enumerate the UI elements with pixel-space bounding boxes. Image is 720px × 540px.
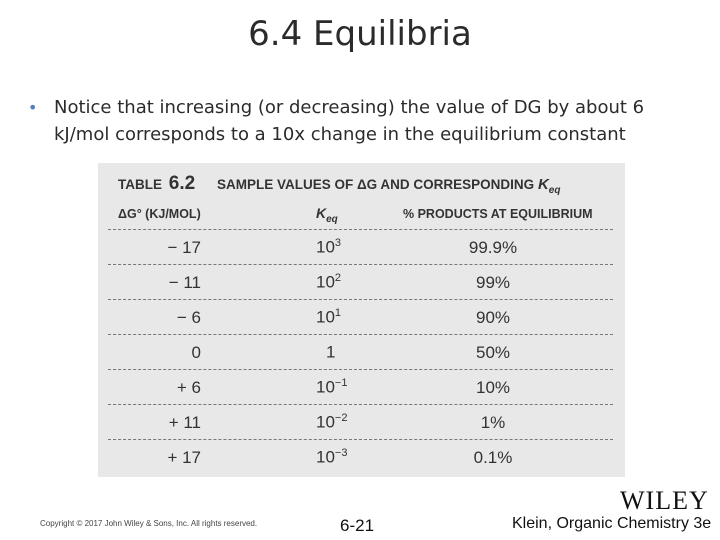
cell-delta-g: + 17 bbox=[167, 448, 201, 467]
header-keq: Keq bbox=[316, 205, 338, 225]
cell-percent: 50% bbox=[475, 343, 511, 362]
table-row: 0 1 50% bbox=[108, 334, 613, 369]
cell-percent: 99% bbox=[475, 273, 511, 292]
footer-copyright: Copyright © 2017 John Wiley & Sons, Inc.… bbox=[40, 519, 258, 528]
table-row: + 11 10−2 1% bbox=[108, 404, 613, 439]
cell-delta-g: + 11 bbox=[168, 413, 201, 432]
cell-delta-g: − 17 bbox=[167, 238, 201, 257]
cell-delta-g: − 6 bbox=[176, 308, 201, 327]
header-percent-products: % PRODUCTS AT EQUILIBRIUM bbox=[403, 207, 593, 221]
table-row: + 17 10−3 0.1% bbox=[108, 439, 613, 474]
cell-keq: 1 bbox=[326, 342, 336, 362]
table-number: 6.2 bbox=[168, 173, 196, 194]
table-caption: TABLE 6.2 SAMPLE VALUES OF ΔG AND CORRES… bbox=[118, 173, 560, 196]
header-delta-g: ΔG° (KJ/MOL) bbox=[118, 207, 201, 221]
wiley-logo: WILEY bbox=[620, 486, 709, 515]
cell-percent: 10% bbox=[475, 378, 511, 397]
footer-page-number: 6-21 bbox=[340, 516, 375, 535]
table-caption-k: Keq bbox=[537, 176, 561, 196]
data-table: TABLE 6.2 SAMPLE VALUES OF ΔG AND CORRES… bbox=[98, 163, 625, 477]
cell-delta-g: + 6 bbox=[176, 378, 201, 397]
cell-percent: 1% bbox=[480, 413, 506, 432]
cell-percent: 0.1% bbox=[473, 448, 513, 467]
cell-keq: 10−1 bbox=[316, 377, 348, 397]
cell-percent: 90% bbox=[475, 308, 511, 327]
cell-keq: 102 bbox=[316, 272, 342, 292]
cell-keq: 10−2 bbox=[316, 412, 348, 432]
bullet-text: Notice that increasing (or decreasing) t… bbox=[54, 97, 645, 145]
table-label: TABLE bbox=[118, 177, 162, 192]
cell-keq: 101 bbox=[316, 307, 342, 327]
cell-delta-g: 0 bbox=[191, 343, 201, 362]
table-row: − 6 101 90% bbox=[108, 299, 613, 334]
table-row: + 6 10−1 10% bbox=[108, 369, 613, 404]
cell-keq: 103 bbox=[316, 237, 342, 257]
table-row: − 11 102 99% bbox=[108, 264, 613, 299]
table-body: − 17 103 99.9% − 11 102 99% − 6 101 90% … bbox=[108, 229, 613, 474]
table-row: − 17 103 99.9% bbox=[108, 229, 613, 264]
footer-book-title: Klein, Organic Chemistry 3e bbox=[512, 515, 712, 532]
cell-delta-g: − 11 bbox=[168, 273, 201, 292]
bullet-dot-icon: • bbox=[28, 98, 38, 117]
cell-keq: 10−3 bbox=[316, 447, 348, 467]
slide-title: 6.4 Equilibria bbox=[248, 14, 472, 54]
table-caption-text: SAMPLE VALUES OF ΔG AND CORRESPONDING bbox=[216, 177, 535, 192]
cell-percent: 99.9% bbox=[468, 238, 518, 257]
bullet-point: • Notice that increasing (or decreasing)… bbox=[28, 94, 698, 148]
